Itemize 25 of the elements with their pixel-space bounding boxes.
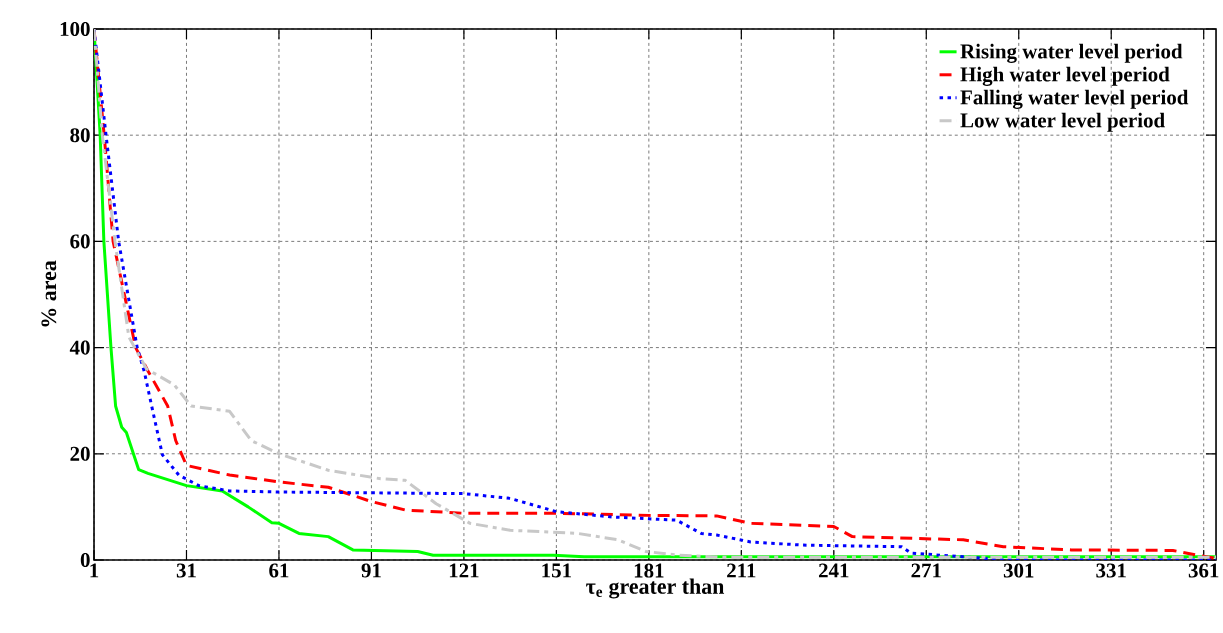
x-tick-label: 211	[727, 563, 756, 578]
x-tick-label: 1	[90, 563, 99, 578]
legend-label: Falling water level period	[960, 89, 1189, 109]
x-tick-label: 331	[1096, 563, 1126, 578]
x-tick-label: 241	[818, 563, 849, 578]
x-tick-label: 361	[1188, 563, 1219, 578]
x-tick-label: 151	[542, 563, 571, 578]
y-tick-label: 80	[70, 128, 90, 143]
y-tick-label: 60	[70, 234, 90, 249]
y-tick-label: 20	[70, 446, 90, 461]
x-tick-label: 271	[911, 563, 941, 578]
y-axis-title: % area	[41, 260, 57, 327]
x-tick-label: 91	[361, 563, 381, 578]
x-tick-label: 301	[1003, 563, 1034, 578]
x-tick-label: 61	[269, 563, 289, 578]
y-tick-label: 40	[69, 340, 90, 355]
x-tick-label: 121	[449, 563, 479, 578]
y-tick-label: 0	[80, 552, 90, 568]
legend-label: Low water level period	[960, 112, 1165, 132]
x-tick-label: 31	[176, 563, 196, 578]
legend-label: High water level period	[960, 66, 1170, 86]
y-tick-label: 100	[60, 21, 90, 37]
legend-label: Rising water level period	[960, 43, 1183, 63]
x-tick-label: 181	[634, 563, 664, 578]
x-axis-title: τ$_{e}$ greater than	[586, 578, 725, 599]
